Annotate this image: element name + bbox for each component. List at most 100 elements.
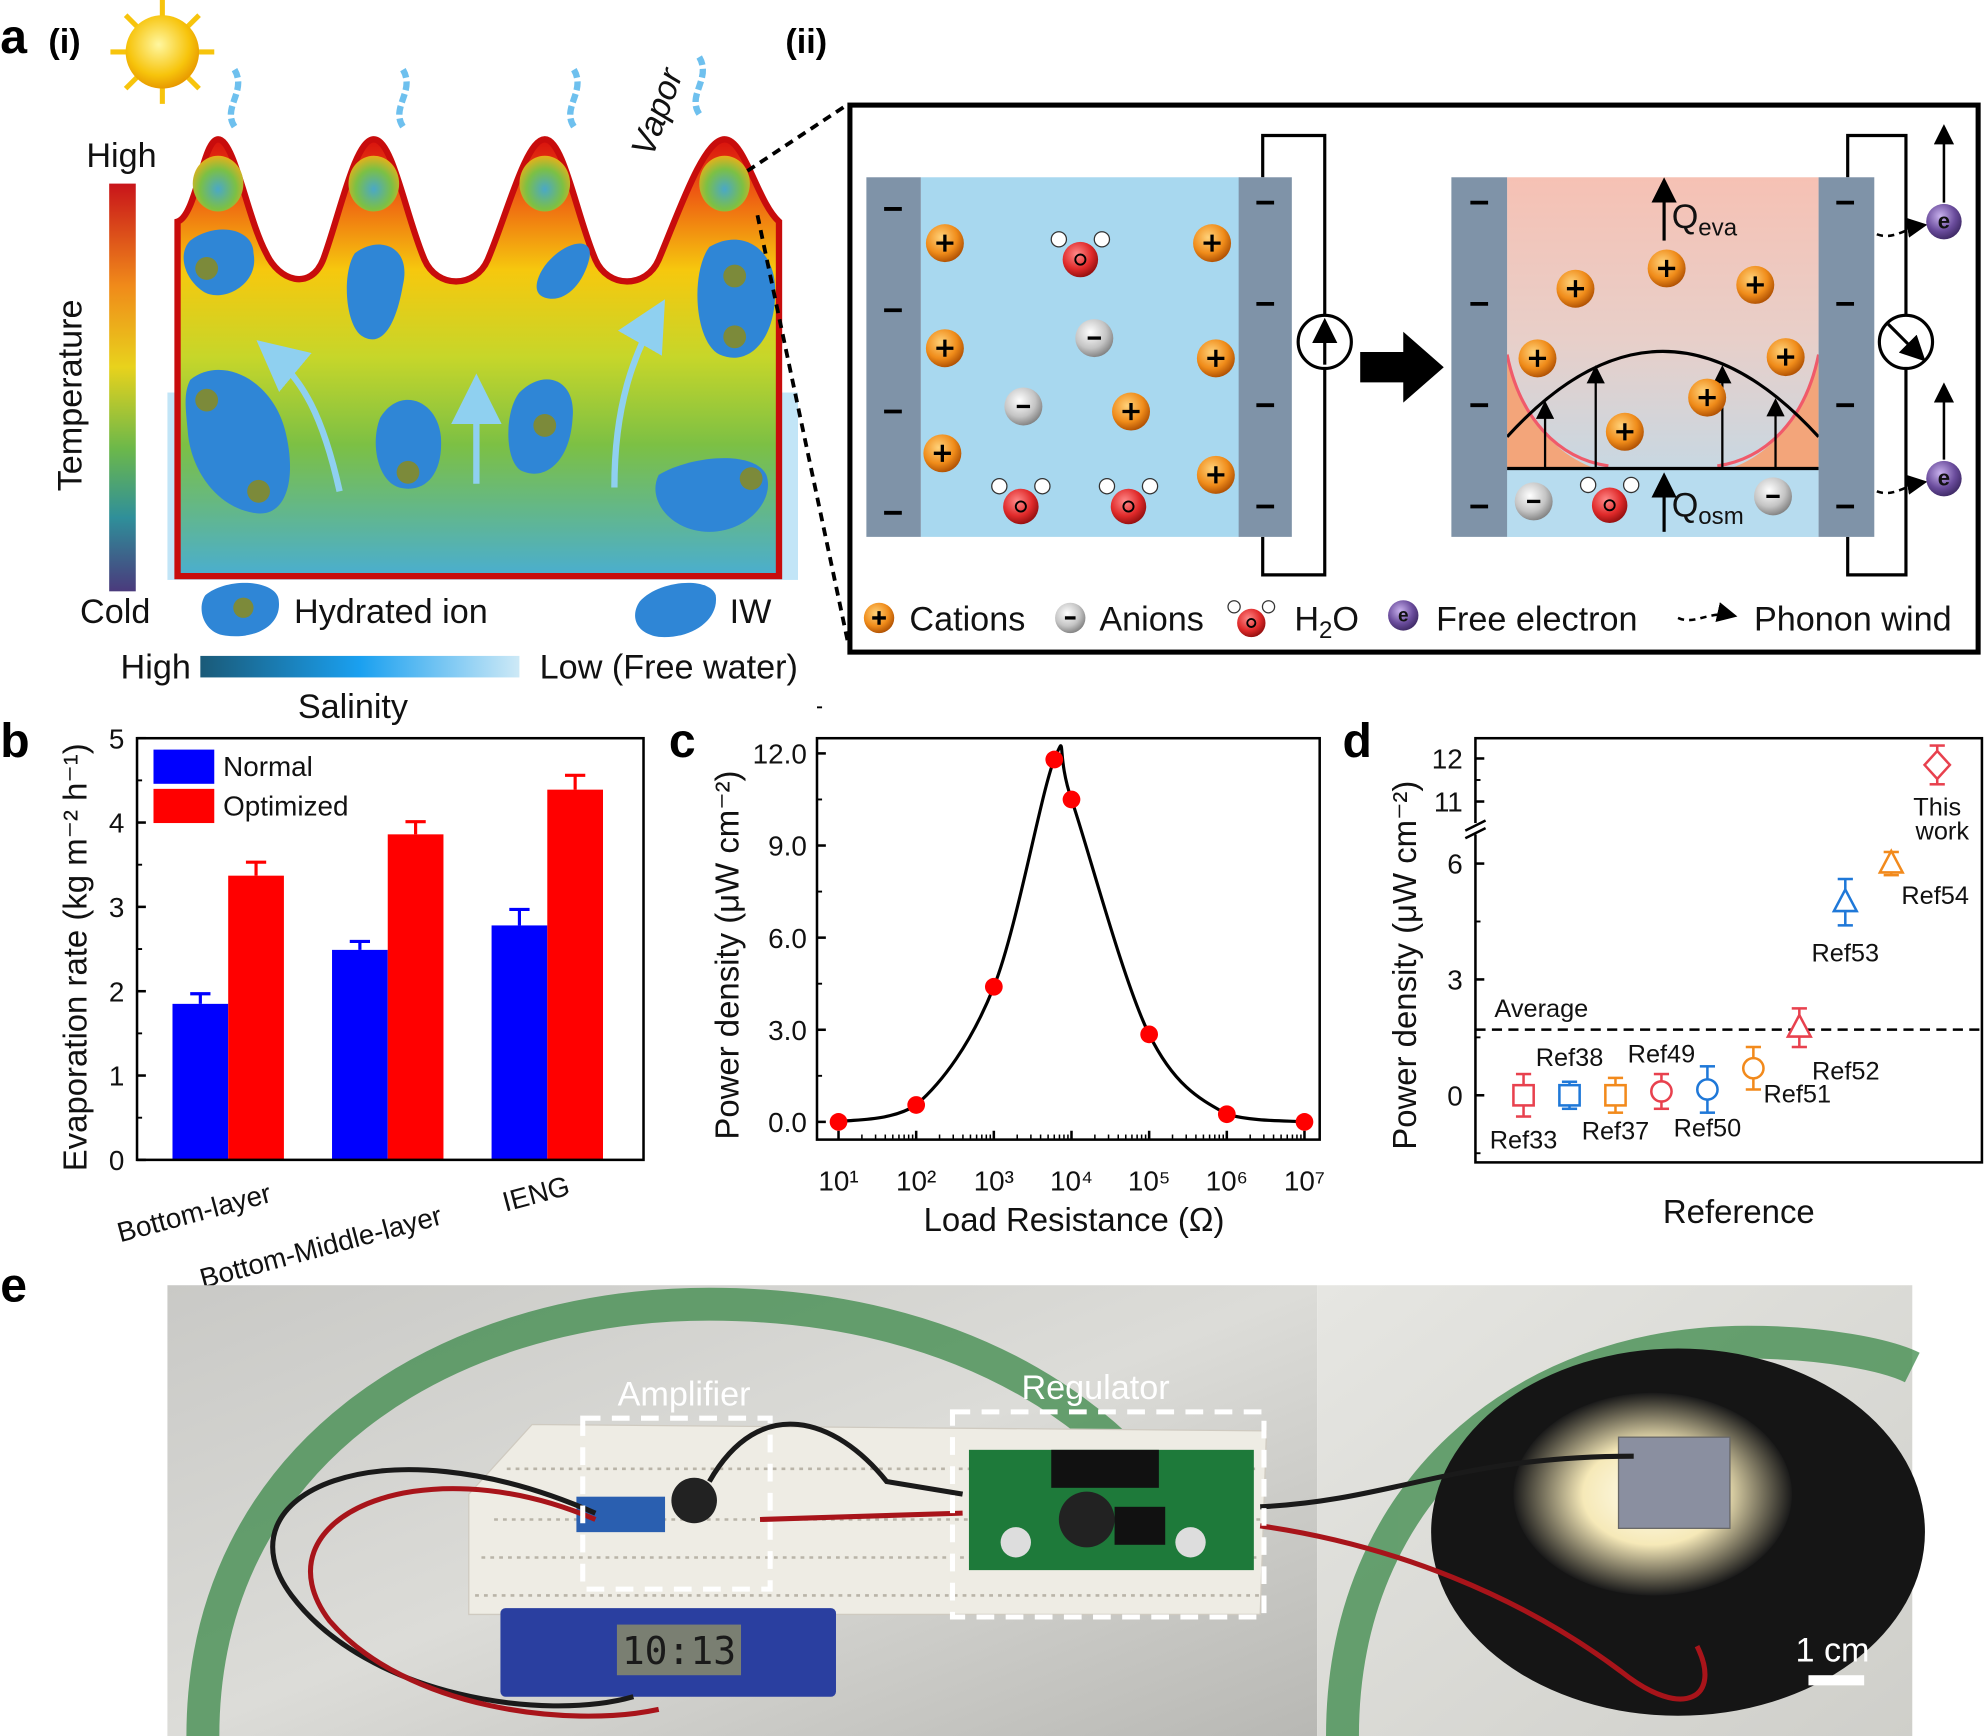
oxygen-atom (1237, 608, 1266, 638)
chart-c-ylabel: Power density (μW cm⁻²) (708, 771, 745, 1140)
plus-sign (1207, 466, 1225, 484)
axis-break-mark (1464, 819, 1487, 840)
regulator-display (1051, 1449, 1159, 1488)
chart-d-axes (1474, 736, 1984, 1164)
timer-lcd (616, 1624, 742, 1676)
cation-icon (1518, 339, 1557, 378)
legend-swatch-optimized (153, 788, 215, 824)
cation-icon (1556, 269, 1595, 308)
cation-icon (863, 602, 895, 634)
ammeter-right (1877, 313, 1935, 371)
ieng-device (1617, 1436, 1731, 1529)
hydrogen-atom (1579, 476, 1597, 494)
bar-normal (491, 925, 548, 1160)
evaporator-body (174, 136, 783, 580)
electron-sphere (1926, 203, 1962, 240)
anion-icon (1004, 387, 1043, 426)
fit-curve (838, 744, 1305, 1124)
electron-glyph: e (1398, 605, 1409, 626)
point-label: Ref37 (1582, 1118, 1650, 1146)
x-tick-label: IENG (499, 1170, 573, 1218)
plus-sign (936, 339, 954, 357)
data-point-ref37: Ref37 (1582, 1076, 1650, 1146)
panel-letter-a: a (0, 10, 28, 64)
panel-a-ii: (ii) Qeva Qosm (785, 23, 1981, 655)
y-tick-label: 12.0 (753, 739, 807, 770)
y-tick-label: 2 (109, 976, 125, 1007)
regulator-chip (1114, 1506, 1166, 1545)
left-cell-solution (920, 177, 1240, 537)
legend-h2o: H2O (1294, 601, 1359, 645)
y-tick-label: 6.0 (768, 923, 807, 954)
data-point (1045, 750, 1064, 769)
oxygen-ring (1603, 499, 1616, 512)
panel-letter-e: e (0, 1259, 27, 1313)
triangle-marker (1831, 886, 1859, 913)
capacitor (1175, 1527, 1206, 1558)
electron-sphere (1926, 460, 1962, 497)
data-point (907, 1096, 926, 1114)
point-label: Ref38 (1536, 1044, 1604, 1072)
plus-sign (1746, 276, 1764, 294)
data-point-ref33: Ref33 (1490, 1072, 1558, 1154)
amplifier-inductor (671, 1477, 717, 1524)
cation-icon (1688, 378, 1727, 417)
hydrogen-atom (1034, 478, 1051, 495)
chart-d-ylabel: Power density (μW cm⁻²) (1386, 781, 1423, 1150)
scale-bar (1808, 1675, 1865, 1686)
y-tick-label: 3 (1447, 965, 1463, 996)
hydrogen-atom (1098, 478, 1116, 495)
water-molecule-icon (1098, 478, 1159, 525)
y-tick-label: 3.0 (768, 1015, 807, 1046)
plus-sign (1203, 234, 1221, 252)
bar-optimized (547, 789, 604, 1160)
legend-label-optimized: Optimized (223, 790, 348, 821)
oxygen-atom (1003, 488, 1039, 525)
x-tick-label: Bottom-layer (114, 1177, 274, 1248)
highlight-boxes (580, 1409, 1267, 1620)
point-label: Ref53 (1812, 940, 1880, 968)
legend-swatch-normal (153, 749, 215, 784)
q-eva-label: Qeva (1672, 198, 1738, 242)
x-tick-label: 10⁴ (1050, 1165, 1093, 1196)
point-label: Ref33 (1490, 1126, 1558, 1154)
flow-arrows (256, 299, 665, 492)
salinity-low-label: Low (Free water) (540, 649, 798, 687)
sun-icon (110, 0, 215, 104)
temperature-high-label: High (86, 137, 156, 175)
hydrogen-atom (1622, 476, 1640, 494)
salinity-high-label: High (121, 649, 191, 687)
osmotic-curve (1505, 354, 1821, 468)
regulator-inductor (1058, 1491, 1115, 1548)
ion-cores (195, 257, 763, 503)
data-point-ref53: Ref53 (1812, 877, 1880, 968)
temperature-colorbar (109, 183, 136, 592)
data-point (1295, 1113, 1314, 1131)
x-tick-label: 10⁵ (1128, 1165, 1171, 1196)
temperature-axis-label: Temperature (51, 299, 89, 491)
legend-free-electron: Free electron (1436, 601, 1637, 639)
data-point (829, 1113, 848, 1131)
hydrogen-atom (1261, 600, 1276, 614)
data-point (1140, 1025, 1159, 1044)
chart-c-xlabel: Load Resistance (Ω) (924, 1201, 1225, 1238)
point-label: Ref49 (1628, 1040, 1696, 1068)
point-label: Ref52 (1812, 1058, 1880, 1086)
oxygen-ring (1014, 500, 1027, 513)
y-tick-label: 0 (1447, 1080, 1463, 1111)
osmotic-region-right (1729, 354, 1819, 469)
circle-marker (1741, 1056, 1765, 1080)
plus-sign (1698, 389, 1716, 407)
temperature-cold-label: Cold (80, 593, 150, 631)
x-tick-label: 10⁷ (1284, 1165, 1325, 1196)
water-molecule-icon (991, 478, 1051, 525)
chart-b-ylabel: Evaporation rate (kg m⁻² h⁻¹) (56, 743, 93, 1171)
cation-icon (925, 224, 964, 263)
y-tick-label: 9.0 (768, 831, 807, 862)
panel-a-i-label: (i) (48, 23, 80, 61)
device-photo: 10:13 Amplifier Regulator 1 cm (167, 1285, 1925, 1736)
hydrogen-atom (1050, 231, 1068, 248)
cation-icon (923, 434, 962, 473)
